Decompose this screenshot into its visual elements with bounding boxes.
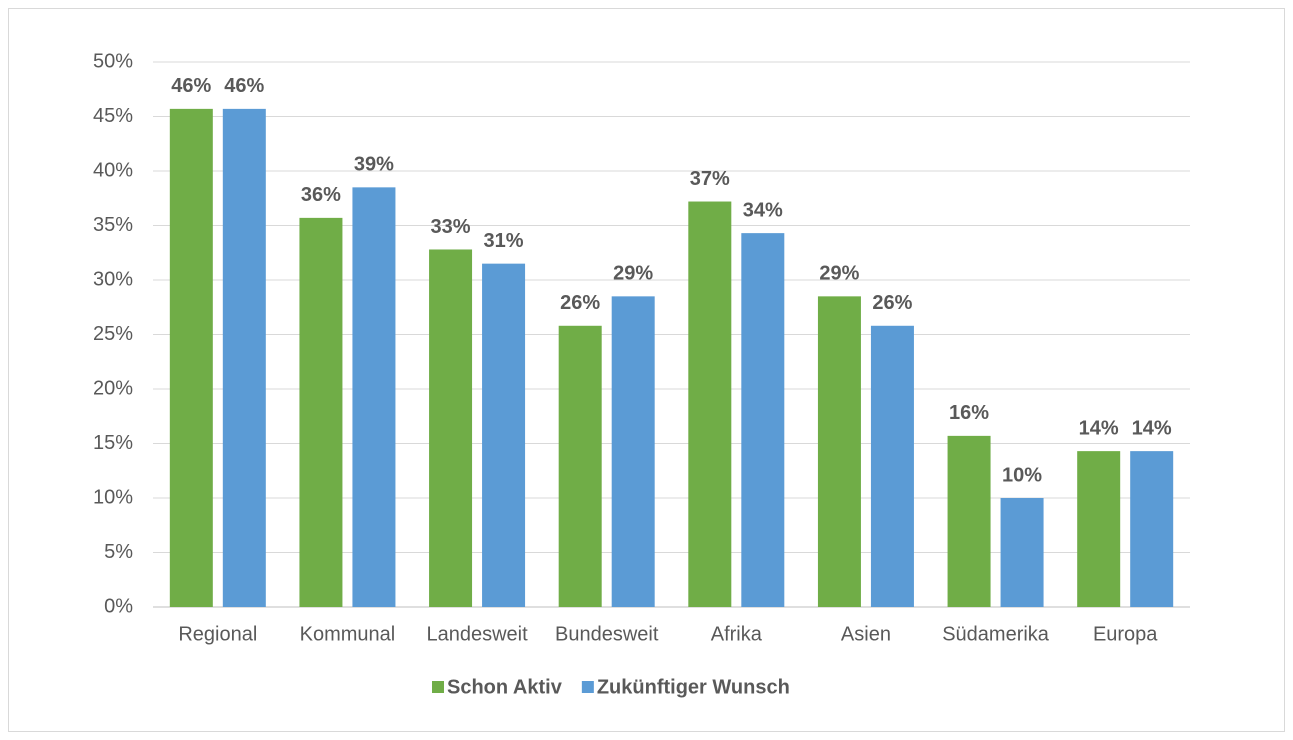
bar: [169, 108, 213, 608]
bar: [817, 296, 861, 607]
bar: [870, 325, 914, 607]
bar: [1077, 451, 1121, 607]
legend-label: Schon Aktiv: [447, 676, 563, 698]
bar: [1130, 451, 1174, 607]
y-tick-label: 35%: [93, 214, 133, 236]
bar: [299, 217, 343, 607]
legend-swatch: [581, 681, 594, 693]
y-tick-label: 20%: [93, 377, 133, 399]
x-tick-label: Afrika: [711, 623, 763, 645]
y-tick-label: 10%: [93, 486, 133, 508]
y-tick-label: 15%: [93, 432, 133, 454]
x-tick-label: Asien: [841, 623, 891, 645]
value-label: 37%: [690, 168, 730, 190]
bar: [558, 325, 602, 607]
value-label: 26%: [560, 292, 600, 314]
value-label: 36%: [301, 184, 341, 206]
y-tick-label: 50%: [93, 50, 133, 72]
value-label: 29%: [613, 263, 653, 285]
y-tick-label: 25%: [93, 323, 133, 345]
x-tick-label: Südamerika: [942, 623, 1050, 645]
bar: [688, 201, 732, 607]
y-tick-label: 5%: [104, 541, 133, 563]
x-tick-label: Landesweit: [426, 623, 528, 645]
y-tick-label: 45%: [93, 105, 133, 127]
value-label: 16%: [949, 402, 989, 424]
y-tick-label: 40%: [93, 159, 133, 181]
value-label: 34%: [743, 199, 783, 221]
y-tick-label: 30%: [93, 268, 133, 290]
x-tick-label: Regional: [178, 623, 257, 645]
bar: [741, 233, 785, 607]
x-tick-label: Europa: [1093, 623, 1158, 645]
legend-swatch: [432, 681, 444, 693]
bar: [429, 249, 473, 608]
bar: [611, 296, 655, 607]
y-tick-label: 0%: [104, 595, 133, 617]
x-tick-label: Bundesweit: [555, 623, 659, 645]
value-label: 10%: [1002, 464, 1042, 486]
value-label: 14%: [1079, 417, 1119, 439]
bar: [482, 263, 526, 607]
value-label: 46%: [224, 75, 264, 97]
bar: [947, 435, 991, 607]
value-label: 29%: [819, 263, 859, 285]
legend-label: Zukünftiger Wunsch: [597, 676, 790, 698]
value-label: 39%: [354, 154, 394, 176]
value-label: 33%: [431, 216, 471, 238]
value-label: 31%: [484, 230, 524, 252]
value-label: 14%: [1132, 417, 1172, 439]
bar: [352, 187, 396, 607]
value-label: 46%: [171, 75, 211, 97]
x-tick-label: Kommunal: [300, 623, 396, 645]
value-label: 26%: [872, 292, 912, 314]
bar: [1000, 498, 1044, 607]
bar: [222, 108, 266, 608]
